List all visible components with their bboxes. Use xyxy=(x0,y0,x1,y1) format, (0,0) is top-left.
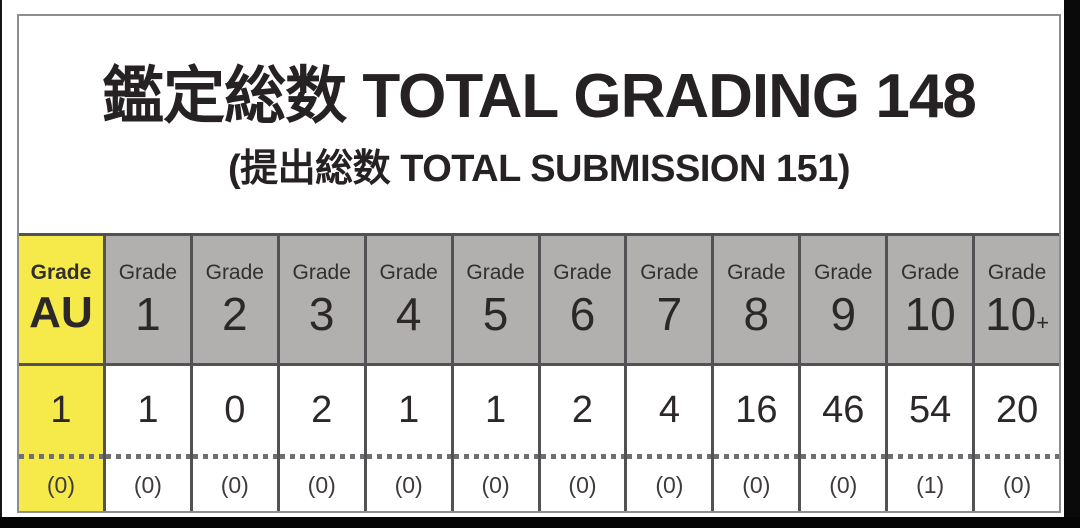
dotted-divider xyxy=(366,454,451,459)
subcount-cell: (0) xyxy=(307,471,336,498)
dotted-divider xyxy=(888,454,973,459)
grade-header-cell: Grade 9 xyxy=(801,236,886,366)
grade-column-6: Grade 6 2 (0) xyxy=(537,236,625,511)
grade-column-8: Grade 8 16 (0) xyxy=(711,236,799,511)
grade-number: 7 xyxy=(656,288,683,341)
count-cell: 1 xyxy=(485,388,507,431)
photo-edge-left xyxy=(0,0,2,528)
grade-word: Grade xyxy=(30,261,92,284)
dotted-divider xyxy=(714,454,799,459)
subcount-cell: (0) xyxy=(1003,471,1032,498)
grade-number: 9 xyxy=(830,288,857,341)
count-cell: 46 xyxy=(822,388,865,431)
grading-report-card: 鑑定総数 TOTAL GRADING 148 (提出総数 TOTAL SUBMI… xyxy=(17,14,1061,513)
grade-column-3: Grade 3 2 (0) xyxy=(276,236,364,511)
subcount-cell: (0) xyxy=(46,471,76,498)
count-cell: 4 xyxy=(658,388,680,431)
grade-header-cell: Grade 1 xyxy=(105,236,190,366)
grade-number: 5 xyxy=(482,288,509,341)
grade-number: 8 xyxy=(743,288,770,341)
subcount-cell: (0) xyxy=(829,471,858,498)
grade-number: 4 xyxy=(395,288,422,341)
grade-header-cell: Grade 2 xyxy=(192,236,277,366)
count-cell: 54 xyxy=(909,388,952,431)
subcount-cell: (0) xyxy=(655,471,684,498)
grade-number: AU xyxy=(29,288,93,338)
grade-number-value: 10 xyxy=(985,288,1037,341)
subcount-cell: (0) xyxy=(220,471,249,498)
grade-header-cell: Grade 6 xyxy=(540,236,625,366)
grade-header-cell: Grade 10 + xyxy=(975,236,1060,366)
grade-header-cell: Grade 3 xyxy=(279,236,364,366)
grade-column-au: Grade AU 1 (0) xyxy=(19,236,103,511)
grade-column-2: Grade 2 0 (0) xyxy=(189,236,277,511)
dotted-divider xyxy=(105,454,190,459)
grade-table: Grade AU 1 (0) Grade 1 1 (0) Grade 2 0 (… xyxy=(19,233,1060,511)
count-cell: 16 xyxy=(735,388,778,431)
grade-column-10: Grade 10 54 (1) xyxy=(885,236,973,511)
grade-word: Grade xyxy=(727,261,786,284)
grade-header-cell: Grade AU xyxy=(19,236,103,366)
dotted-divider xyxy=(19,454,103,459)
grade-word: Grade xyxy=(640,261,699,284)
grade-column-9: Grade 9 46 (0) xyxy=(798,236,886,511)
grade-word: Grade xyxy=(814,261,873,284)
page-title: 鑑定総数 TOTAL GRADING 148 xyxy=(102,61,977,131)
dotted-divider xyxy=(801,454,886,459)
grade-column-7: Grade 7 4 (0) xyxy=(624,236,712,511)
count-cell: 20 xyxy=(995,388,1039,431)
grade-word: Grade xyxy=(205,261,264,284)
subcount-cell: (0) xyxy=(133,471,162,498)
photo-edge-right xyxy=(1064,0,1080,528)
dotted-divider xyxy=(192,454,277,459)
subcount-cell: (0) xyxy=(394,471,423,498)
grade-number: 3 xyxy=(308,288,335,341)
count-cell: 2 xyxy=(571,388,594,431)
subcount-cell: (0) xyxy=(742,471,771,498)
count-cell: 1 xyxy=(50,388,72,431)
page-subtitle: (提出総数 TOTAL SUBMISSION 151) xyxy=(227,147,851,190)
grade-plus-suffix: + xyxy=(1036,310,1050,336)
grade-word: Grade xyxy=(987,261,1047,284)
grade-number: 6 xyxy=(569,288,596,341)
grade-column-1: Grade 1 1 (0) xyxy=(102,236,190,511)
grade-header-cell: Grade 8 xyxy=(714,236,799,366)
grade-word: Grade xyxy=(118,261,178,284)
grade-header-cell: Grade 7 xyxy=(627,236,712,366)
grade-number: 10 + xyxy=(985,289,1049,340)
grade-word: Grade xyxy=(292,261,351,284)
grade-column-10plus: Grade 10 + 20 (0) xyxy=(972,236,1060,511)
grade-number: 10 xyxy=(904,288,956,341)
dotted-divider xyxy=(627,454,712,459)
title-area: 鑑定総数 TOTAL GRADING 148 (提出総数 TOTAL SUBMI… xyxy=(19,16,1059,233)
grade-column-4: Grade 4 1 (0) xyxy=(363,236,451,511)
photo-edge-bottom xyxy=(0,517,1080,528)
dotted-divider xyxy=(453,454,538,459)
grade-number: 2 xyxy=(222,288,248,341)
subcount-cell: (1) xyxy=(916,471,945,498)
grade-word: Grade xyxy=(379,261,438,284)
dotted-divider xyxy=(540,454,625,459)
count-cell: 1 xyxy=(137,388,159,431)
grade-header-cell: Grade 4 xyxy=(366,236,451,366)
count-cell: 2 xyxy=(311,388,333,431)
grade-word: Grade xyxy=(466,261,525,284)
grade-word: Grade xyxy=(900,261,960,284)
grade-header-cell: Grade 5 xyxy=(453,236,538,366)
subcount-cell: (0) xyxy=(568,471,597,498)
grade-word: Grade xyxy=(553,261,612,284)
count-cell: 0 xyxy=(224,388,246,431)
dotted-divider xyxy=(279,454,364,459)
subcount-cell: (0) xyxy=(481,471,510,498)
count-cell: 1 xyxy=(398,388,420,431)
dotted-divider xyxy=(975,454,1060,459)
grade-header-cell: Grade 10 xyxy=(888,236,973,366)
grade-number: 1 xyxy=(135,288,161,341)
grade-column-5: Grade 5 1 (0) xyxy=(450,236,538,511)
